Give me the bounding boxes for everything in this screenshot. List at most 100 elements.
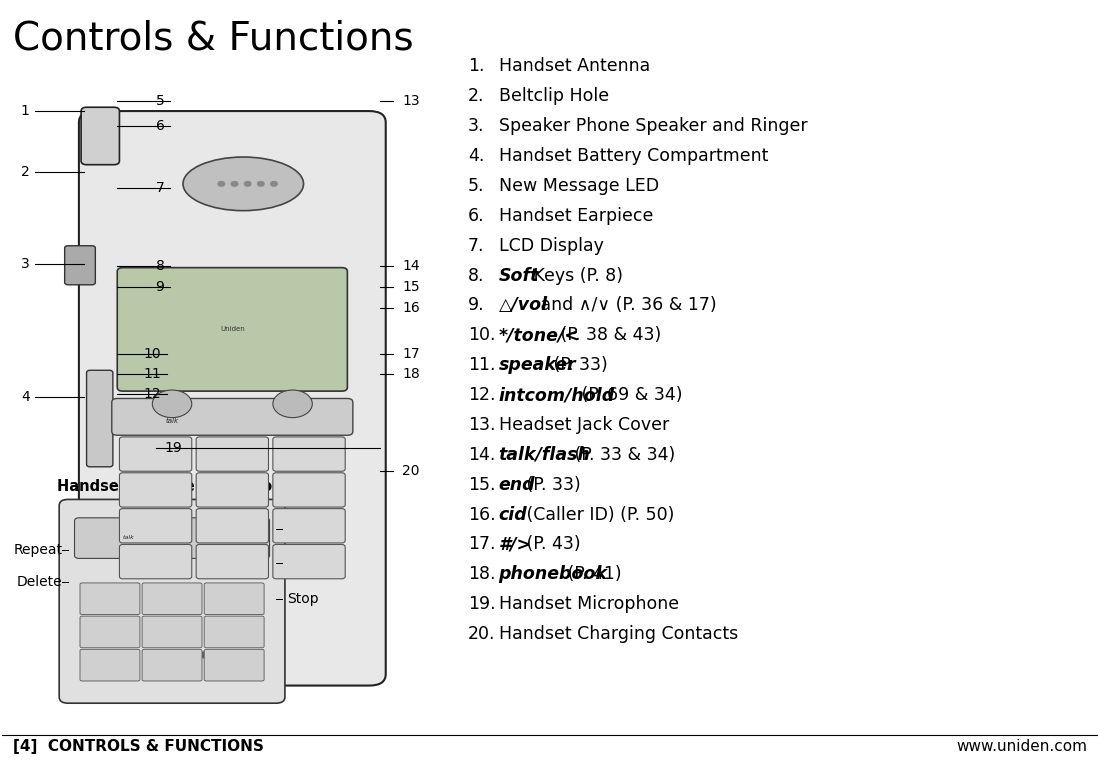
Text: (P. 69 & 34): (P. 69 & 34) bbox=[575, 386, 682, 404]
Text: Stop: Stop bbox=[287, 592, 318, 606]
FancyBboxPatch shape bbox=[197, 473, 269, 507]
Text: www.uniden.com: www.uniden.com bbox=[956, 739, 1087, 755]
FancyBboxPatch shape bbox=[204, 650, 265, 681]
Text: 16: 16 bbox=[402, 301, 419, 315]
FancyBboxPatch shape bbox=[204, 616, 265, 648]
FancyBboxPatch shape bbox=[80, 650, 139, 681]
Text: 3: 3 bbox=[21, 257, 30, 271]
Text: [4]  CONTROLS & FUNCTIONS: [4] CONTROLS & FUNCTIONS bbox=[13, 739, 264, 755]
Circle shape bbox=[271, 182, 277, 186]
FancyBboxPatch shape bbox=[197, 509, 269, 543]
Text: intcom/hold: intcom/hold bbox=[498, 386, 615, 404]
Text: 20: 20 bbox=[402, 464, 419, 478]
FancyBboxPatch shape bbox=[120, 545, 192, 579]
Text: 15: 15 bbox=[402, 280, 419, 294]
Text: 6.: 6. bbox=[468, 207, 484, 224]
Text: 3.: 3. bbox=[468, 117, 484, 135]
Text: talk: talk bbox=[166, 418, 179, 424]
Circle shape bbox=[153, 390, 192, 417]
FancyBboxPatch shape bbox=[80, 616, 139, 648]
Text: 12: 12 bbox=[144, 388, 161, 401]
Circle shape bbox=[245, 182, 251, 186]
Text: LCD Display: LCD Display bbox=[498, 237, 604, 254]
FancyBboxPatch shape bbox=[65, 246, 96, 285]
Text: #/>: #/> bbox=[498, 535, 531, 553]
Text: 14: 14 bbox=[402, 259, 419, 273]
FancyBboxPatch shape bbox=[75, 518, 270, 558]
Text: Delete: Delete bbox=[16, 575, 63, 589]
Text: 18.: 18. bbox=[468, 565, 495, 583]
Text: 9.: 9. bbox=[468, 296, 484, 314]
Text: 1.: 1. bbox=[468, 57, 484, 75]
Text: 10: 10 bbox=[144, 347, 161, 361]
Text: 2.: 2. bbox=[468, 87, 484, 105]
Text: 12.: 12. bbox=[468, 386, 495, 404]
Circle shape bbox=[258, 182, 265, 186]
Text: 13.: 13. bbox=[468, 416, 495, 434]
FancyBboxPatch shape bbox=[120, 509, 192, 543]
FancyBboxPatch shape bbox=[81, 107, 120, 165]
FancyBboxPatch shape bbox=[197, 437, 269, 471]
FancyBboxPatch shape bbox=[273, 437, 345, 471]
Text: and ∧/∨ (P. 36 & 17): and ∧/∨ (P. 36 & 17) bbox=[535, 296, 716, 314]
Text: △/vol: △/vol bbox=[498, 296, 548, 314]
FancyBboxPatch shape bbox=[120, 437, 192, 471]
Text: (P. 38 & 43): (P. 38 & 43) bbox=[556, 326, 661, 344]
FancyBboxPatch shape bbox=[79, 111, 385, 686]
Text: Play: Play bbox=[287, 522, 316, 535]
Text: Beltclip Hole: Beltclip Hole bbox=[498, 87, 608, 105]
Circle shape bbox=[232, 182, 238, 186]
Text: 19.: 19. bbox=[468, 595, 495, 613]
Text: Keys (P. 8): Keys (P. 8) bbox=[528, 267, 623, 284]
Circle shape bbox=[219, 652, 227, 658]
FancyBboxPatch shape bbox=[204, 583, 265, 614]
Text: 4.: 4. bbox=[468, 147, 484, 165]
Text: 5.: 5. bbox=[468, 177, 484, 195]
Text: Headset Jack Cover: Headset Jack Cover bbox=[498, 416, 669, 434]
Text: 17: 17 bbox=[402, 347, 419, 361]
Text: 8.: 8. bbox=[468, 267, 484, 284]
FancyBboxPatch shape bbox=[112, 398, 352, 435]
Text: 9: 9 bbox=[156, 280, 165, 294]
Text: Controls & Functions: Controls & Functions bbox=[13, 19, 414, 57]
Circle shape bbox=[201, 652, 210, 658]
Text: (Caller ID) (P. 50): (Caller ID) (P. 50) bbox=[522, 506, 674, 523]
Text: */tone/<: */tone/< bbox=[498, 326, 580, 344]
Text: talk: talk bbox=[122, 535, 134, 540]
Text: 13: 13 bbox=[402, 94, 419, 108]
Text: Handset Earpiece: Handset Earpiece bbox=[498, 207, 653, 224]
FancyBboxPatch shape bbox=[80, 583, 139, 614]
Circle shape bbox=[254, 652, 262, 658]
Text: Handset Microphone: Handset Microphone bbox=[498, 595, 679, 613]
Ellipse shape bbox=[183, 157, 303, 211]
Text: 8: 8 bbox=[156, 259, 165, 273]
Text: talk/flash: talk/flash bbox=[498, 446, 591, 463]
Text: Handset Antenna: Handset Antenna bbox=[498, 57, 650, 75]
Text: 19: 19 bbox=[165, 441, 182, 455]
Text: (P. 33): (P. 33) bbox=[548, 356, 608, 374]
Text: 11: 11 bbox=[144, 367, 161, 381]
Text: 7.: 7. bbox=[468, 237, 484, 254]
Text: New Message LED: New Message LED bbox=[498, 177, 659, 195]
Text: 10.: 10. bbox=[468, 326, 495, 344]
FancyBboxPatch shape bbox=[142, 616, 202, 648]
Text: (P. 33): (P. 33) bbox=[522, 476, 581, 493]
Text: speaker: speaker bbox=[498, 356, 576, 374]
Text: Handset Remote Operation: Handset Remote Operation bbox=[57, 479, 282, 494]
Text: 15.: 15. bbox=[468, 476, 495, 493]
Text: 17.: 17. bbox=[468, 535, 495, 553]
Text: end: end bbox=[498, 476, 535, 493]
FancyBboxPatch shape bbox=[142, 650, 202, 681]
Text: 6: 6 bbox=[156, 119, 165, 133]
Text: 1: 1 bbox=[21, 104, 30, 118]
FancyBboxPatch shape bbox=[273, 545, 345, 579]
Circle shape bbox=[219, 182, 225, 186]
Text: Handset Charging Contacts: Handset Charging Contacts bbox=[498, 625, 738, 643]
Text: 14.: 14. bbox=[468, 446, 495, 463]
Text: (P. 33 & 34): (P. 33 & 34) bbox=[569, 446, 675, 463]
Text: 20.: 20. bbox=[468, 625, 495, 643]
FancyBboxPatch shape bbox=[120, 473, 192, 507]
Text: phonebook: phonebook bbox=[498, 565, 607, 583]
Text: (P. 43): (P. 43) bbox=[522, 535, 581, 553]
Text: cid: cid bbox=[498, 506, 527, 523]
